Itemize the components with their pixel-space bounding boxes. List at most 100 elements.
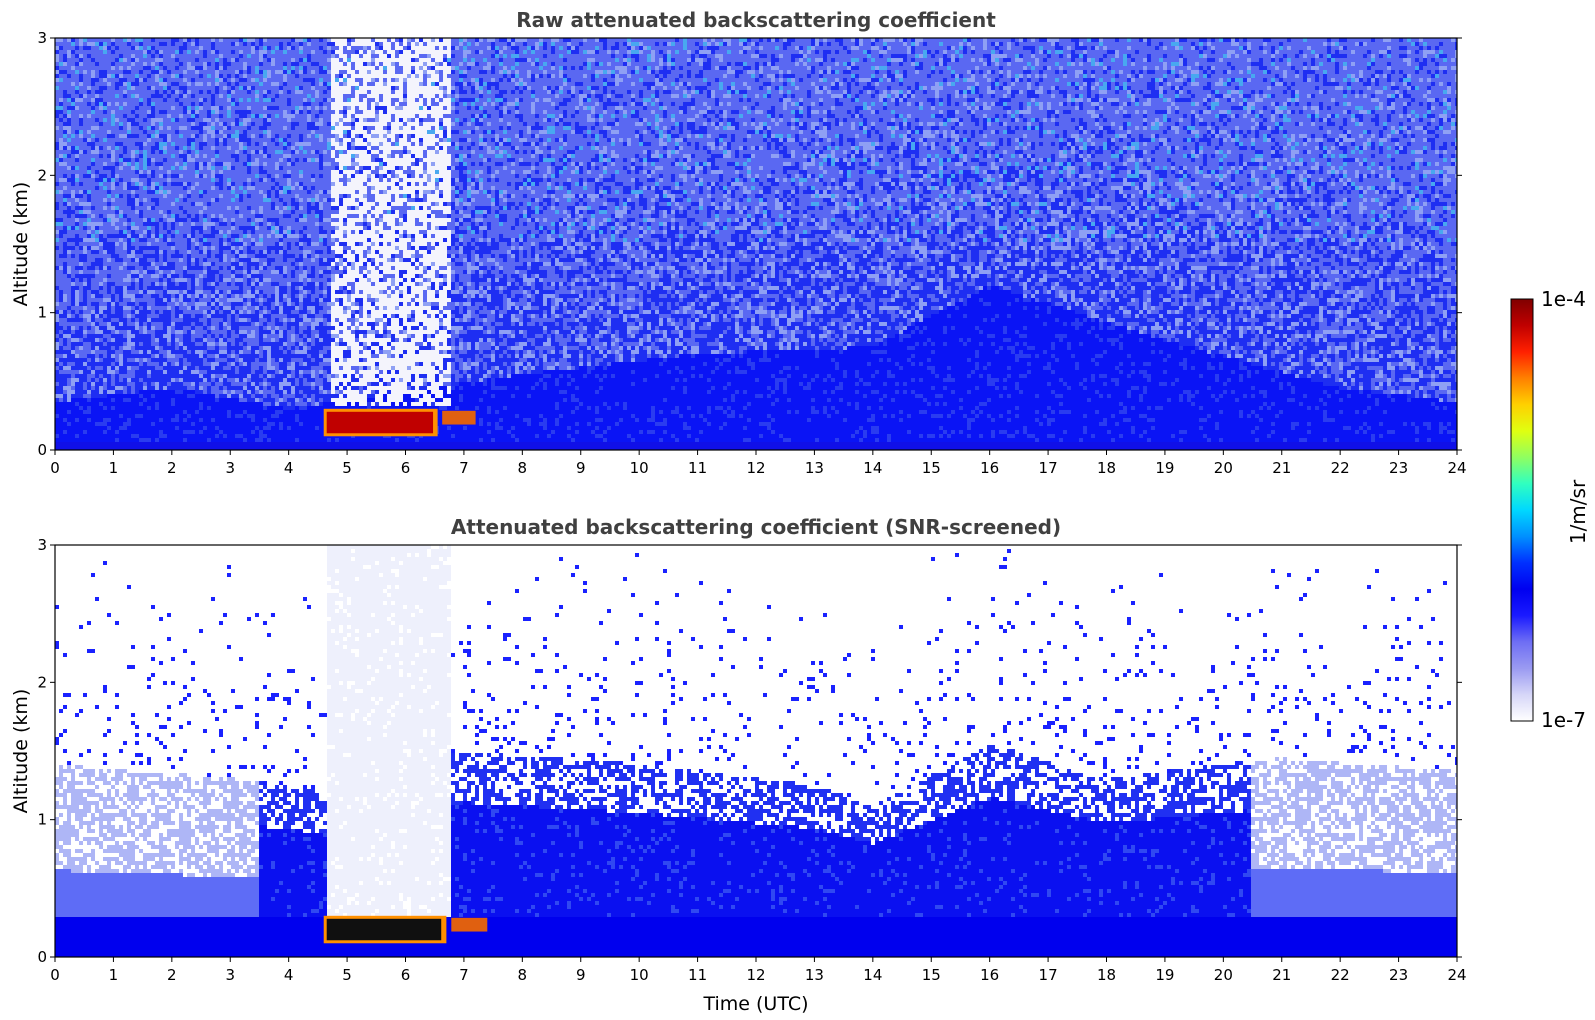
raw-cell [91, 350, 95, 354]
raw-cell [207, 366, 211, 370]
raw-cell [199, 250, 203, 254]
raw-cell [319, 442, 323, 446]
raw-cell [299, 246, 303, 250]
raw-cell [307, 122, 311, 126]
raw-cell [147, 318, 151, 322]
raw-cell [143, 318, 147, 322]
raw-cell [111, 406, 115, 410]
raw-cell [83, 46, 87, 50]
raw-cell [299, 442, 303, 446]
raw-cell [223, 414, 227, 418]
raw-cell [343, 370, 347, 374]
raw-cell [127, 242, 131, 246]
raw-cell [55, 54, 59, 58]
raw-cell [303, 214, 307, 218]
raw-cell [155, 446, 159, 450]
raw-cell [275, 230, 279, 234]
raw-cell [155, 202, 159, 206]
raw-cell [283, 422, 287, 426]
raw-cell [207, 278, 211, 282]
raw-cell [103, 306, 107, 310]
raw-cell [155, 258, 159, 262]
raw-cell [199, 190, 203, 194]
raw-cell [91, 358, 95, 362]
raw-cell [275, 150, 279, 154]
raw-cell [271, 406, 275, 410]
raw-cell [359, 138, 363, 142]
raw-cell [323, 438, 327, 442]
raw-cell [335, 106, 339, 110]
raw-cell [259, 438, 263, 442]
raw-cell [291, 318, 295, 322]
raw-cell [99, 430, 103, 434]
raw-cell [339, 318, 343, 322]
raw-cell [315, 354, 319, 358]
raw-cell [367, 346, 371, 350]
raw-cell [343, 202, 347, 206]
raw-cell [279, 358, 283, 362]
raw-cell [355, 118, 359, 122]
raw-cell [143, 270, 147, 274]
raw-cell [295, 410, 299, 414]
raw-cell [119, 126, 123, 130]
raw-cell [63, 438, 67, 442]
raw-cell [115, 102, 119, 106]
raw-cell [331, 66, 335, 70]
raw-cell [235, 134, 239, 138]
raw-cell [247, 446, 251, 450]
raw-cell [67, 98, 71, 102]
raw-cell [107, 362, 111, 366]
raw-cell [359, 346, 363, 350]
raw-cell [295, 350, 299, 354]
raw-cell [307, 114, 311, 118]
raw-cell [335, 82, 339, 86]
raw-cell [283, 290, 287, 294]
raw-cell [231, 182, 235, 186]
raw-cell [227, 162, 231, 166]
raw-cell [175, 438, 179, 442]
raw-cell [319, 190, 323, 194]
raw-cell [355, 398, 359, 402]
raw-cell [135, 442, 139, 446]
raw-cell [231, 258, 235, 262]
raw-cell [335, 378, 339, 382]
raw-cell [211, 130, 215, 134]
raw-cell [207, 386, 211, 390]
raw-cell [155, 162, 159, 166]
raw-cell [143, 430, 147, 434]
raw-cell [319, 298, 323, 302]
raw-cell [179, 370, 183, 374]
raw-cell [307, 386, 311, 390]
raw-cell [207, 126, 211, 130]
raw-cell [151, 62, 155, 66]
raw-cell [347, 102, 351, 106]
raw-cell [243, 322, 247, 326]
raw-cell [191, 118, 195, 122]
raw-cell [355, 230, 359, 234]
raw-cell [171, 426, 175, 430]
raw-cell [283, 362, 287, 366]
raw-cell [219, 378, 223, 382]
raw-cell [91, 370, 95, 374]
raw-cell [219, 274, 223, 278]
raw-cell [315, 90, 319, 94]
raw-cell [299, 86, 303, 90]
raw-cell [291, 442, 295, 446]
raw-cell [179, 326, 183, 330]
raw-cell [59, 374, 63, 378]
raw-cell [175, 118, 179, 122]
raw-cell [275, 222, 279, 226]
raw-cell [119, 354, 123, 358]
raw-cell [255, 406, 259, 410]
raw-cell [283, 74, 287, 78]
raw-cell [259, 62, 263, 66]
raw-cell [103, 318, 107, 322]
raw-cell [63, 134, 67, 138]
raw-cell [175, 218, 179, 222]
raw-cell [367, 162, 371, 166]
raw-cell [255, 314, 259, 318]
raw-cell [111, 198, 115, 202]
raw-cell [139, 278, 143, 282]
raw-cell [67, 126, 71, 130]
raw-cell [259, 402, 263, 406]
